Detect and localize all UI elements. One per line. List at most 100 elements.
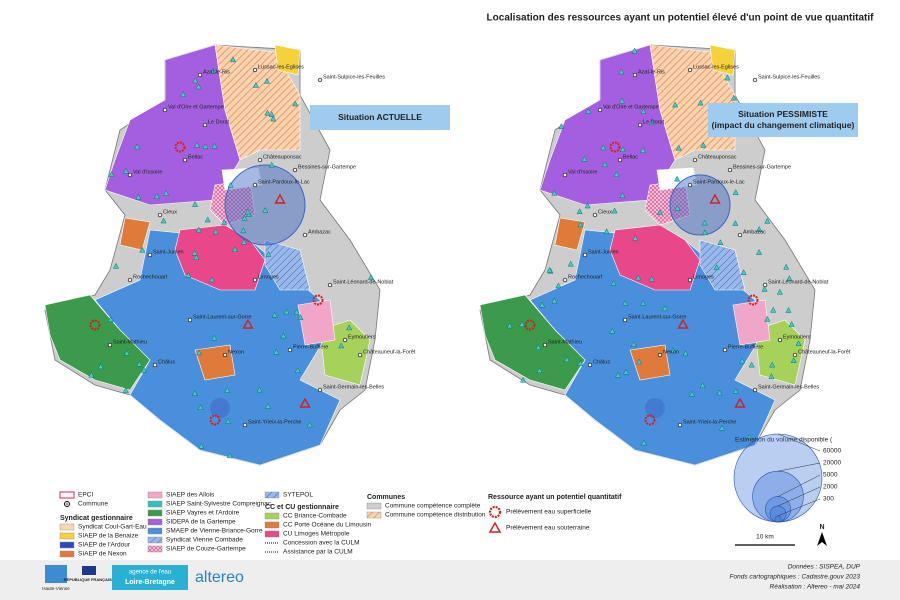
- commune-triangle: [739, 357, 746, 364]
- commune-triangle: [713, 264, 720, 270]
- commune-dot: [197, 72, 203, 78]
- surface-symbol: [89, 319, 101, 331]
- commune-triangle: [656, 209, 664, 215]
- place-label: Eymoutiers: [348, 334, 376, 340]
- commune-triangle: [674, 175, 681, 182]
- legend-label: Syndicat Coul-Gart-Eau: [78, 524, 147, 531]
- scale-label: 10 km: [756, 534, 774, 541]
- commune-triangle: [648, 275, 655, 282]
- commune-triangle: [768, 373, 775, 379]
- commune-triangle: [622, 299, 629, 306]
- commune-triangle: [630, 341, 637, 347]
- commune-triangle: [717, 239, 724, 246]
- commune-dot: [752, 77, 758, 83]
- legend-label: SIAEP de la Benaize: [78, 533, 139, 540]
- commune-triangle: [546, 266, 553, 273]
- commune-dot: [592, 212, 598, 218]
- situation-box: [310, 105, 450, 130]
- commune-dot: [582, 252, 588, 258]
- commune-triangle: [367, 273, 375, 280]
- place-label: Saint-Pardoux-le-Lac: [693, 179, 745, 185]
- commune-dot: [562, 172, 568, 178]
- commune-triangle: [338, 342, 345, 349]
- legend-swatch: [264, 521, 280, 529]
- commune-triangle: [265, 250, 272, 257]
- place-label: Bellac: [623, 154, 638, 160]
- commune-triangle: [268, 161, 275, 168]
- commune-triangle: [535, 344, 542, 350]
- commune-dot: [317, 77, 323, 83]
- commune-triangle: [732, 220, 739, 226]
- commune-triangle: [770, 306, 777, 313]
- logo-text: Haute-Vienne: [42, 586, 70, 591]
- situation-label: Situation ACTUELLE: [338, 112, 422, 122]
- commune-triangle: [140, 366, 147, 373]
- legend-swatch: [59, 541, 75, 549]
- commune-triangle: [632, 234, 639, 241]
- commune-triangle: [192, 201, 199, 207]
- surface-symbol: [644, 414, 656, 426]
- commune-triangle: [639, 147, 646, 153]
- commune-triangle: [732, 189, 739, 195]
- commune-triangle: [603, 228, 610, 234]
- commune-dot: [597, 107, 603, 113]
- footer: Données : SISPEA, DUP Fonds cartographiqu…: [42, 564, 860, 591]
- legend-swatch: [147, 518, 163, 526]
- commune-triangle: [699, 382, 706, 389]
- zone: [44, 294, 151, 391]
- commune-triangle: [551, 189, 558, 196]
- commune-triangle: [240, 238, 247, 245]
- credit: Fonds cartographiques : Cadastre.gouv 20…: [730, 574, 861, 581]
- commune-triangle: [613, 171, 620, 178]
- commune-triangle: [198, 442, 205, 449]
- commune-dot: [657, 352, 663, 358]
- place-label: Saint-Mathieu: [113, 339, 147, 345]
- commune-triangle: [769, 361, 776, 368]
- commune-dot: [562, 277, 568, 283]
- commune-dot: [342, 337, 348, 343]
- commune-triangle: [730, 94, 737, 101]
- commune-triangle: [134, 143, 141, 150]
- place-label: Eymoutiers: [783, 334, 811, 340]
- commune-triangle: [700, 141, 707, 148]
- commune-triangle: [618, 68, 625, 75]
- surface-symbol: [174, 141, 186, 153]
- place-label: Rochechouart: [568, 274, 603, 280]
- commune-triangle: [122, 167, 130, 174]
- place-label: Pierre-Buffière: [293, 344, 328, 350]
- logo-hv: [45, 565, 67, 583]
- commune-triangle: [520, 376, 527, 383]
- commune-triangle: [185, 272, 192, 278]
- legend-swatch: [147, 545, 163, 553]
- commune-triangle: [293, 308, 300, 315]
- place-label: Val d'Issoire: [568, 169, 597, 175]
- legend-swatch: [366, 511, 382, 519]
- commune-triangle: [640, 299, 647, 306]
- commune-triangle: [211, 334, 218, 341]
- place-label: Saint-Yrieix-la-Perche: [248, 419, 302, 425]
- legend-heading: CC et CU gestionnaire: [265, 504, 339, 511]
- zone: [274, 44, 301, 76]
- commune-triangle: [756, 249, 763, 255]
- volume-label: 5000: [823, 472, 838, 479]
- commune-triangle: [193, 254, 200, 260]
- commune-dot: [292, 167, 298, 173]
- commune-triangle: [294, 367, 301, 374]
- commune-triangle: [669, 347, 676, 354]
- commune-dot: [632, 72, 638, 78]
- place-label: Saint-Léonard-de-Noblat: [768, 279, 829, 285]
- commune-triangle: [640, 439, 647, 446]
- volume-label: 60000: [823, 448, 841, 455]
- commune-dot: [677, 422, 683, 428]
- commune-triangle: [764, 315, 771, 322]
- legend-swatch: [488, 505, 502, 519]
- commune-dot: [162, 107, 168, 113]
- commune-dot: [242, 422, 248, 428]
- place-label: Azat-le-Ris: [203, 69, 230, 75]
- place-label: Châlus: [593, 359, 610, 365]
- commune-triangle: [701, 229, 708, 236]
- place-label: Saint-Pardoux-le-Lac: [258, 179, 310, 185]
- title: Localisation des ressources ayant un pot…: [487, 13, 875, 24]
- legend-swatch: [147, 491, 163, 499]
- commune-dot: [722, 347, 728, 353]
